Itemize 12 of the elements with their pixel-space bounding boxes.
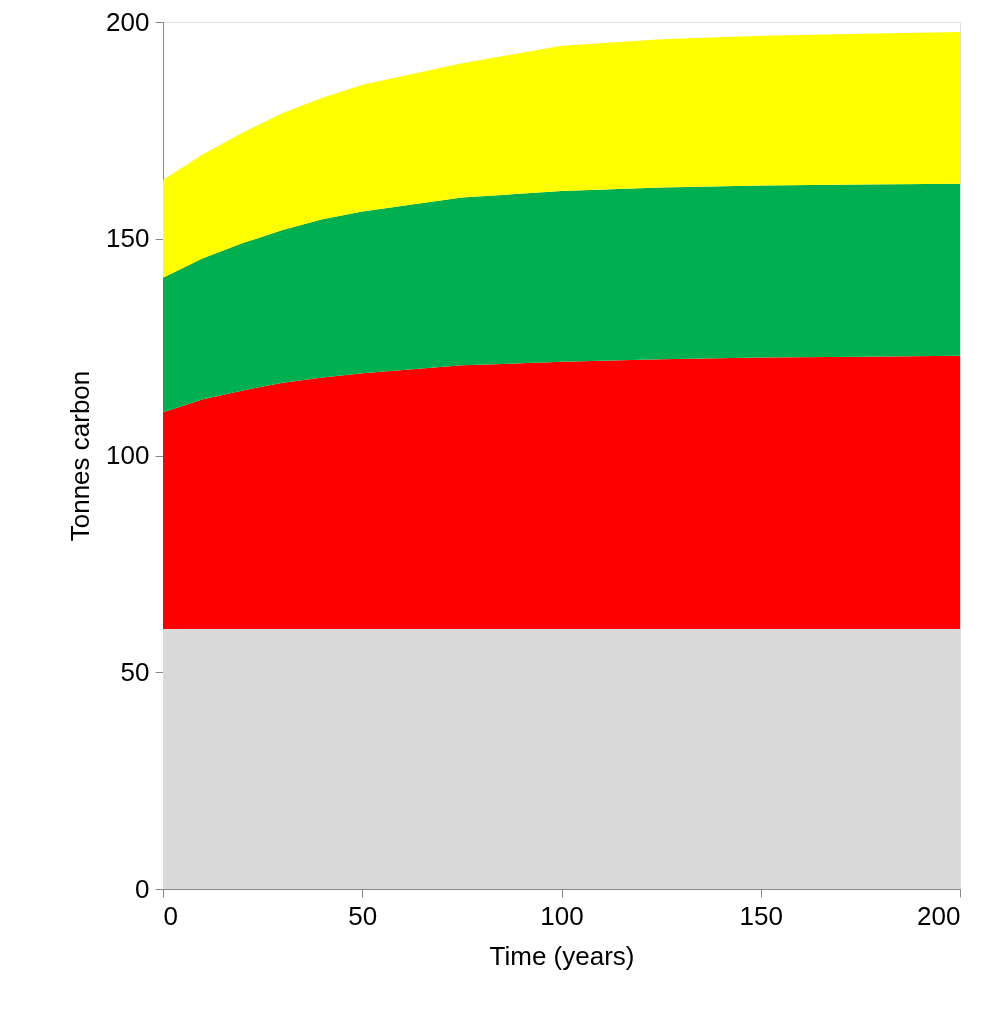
y-tick-label: 150 — [106, 223, 150, 254]
x-axis-title: Time (years) — [489, 940, 635, 971]
y-tick-label: 100 — [106, 440, 150, 470]
x-tick-label: 200 — [917, 900, 961, 931]
y-axis-title: Tonnes carbon — [65, 370, 96, 542]
y-tick-label: 0 — [135, 873, 150, 904]
x-tick-label: 0 — [163, 900, 178, 931]
y-tick-label: 50 — [120, 656, 150, 687]
x-tick-label: 100 — [540, 900, 584, 931]
x-tick-label: 50 — [348, 900, 378, 931]
y-tick-label: 200 — [106, 6, 150, 37]
x-tick-label: 150 — [739, 900, 783, 931]
